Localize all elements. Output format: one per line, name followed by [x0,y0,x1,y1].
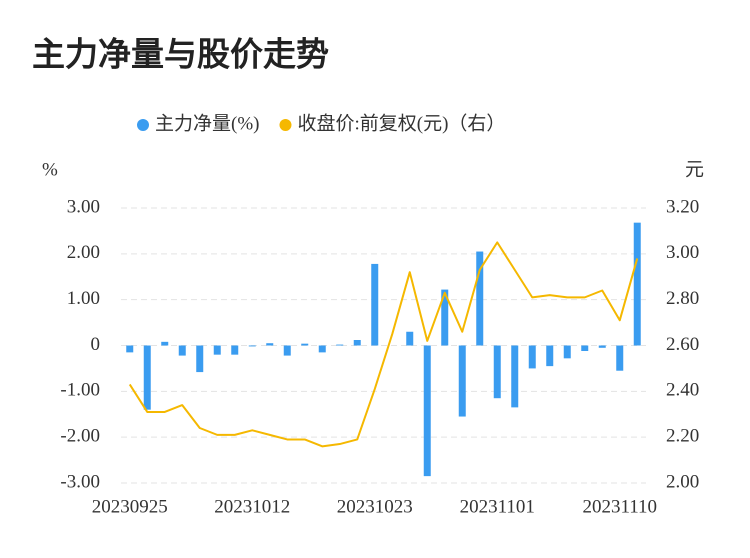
y2-unit: 元 [685,159,704,180]
bar [371,263,379,346]
bar [633,222,641,346]
y-unit: % [42,159,58,180]
bar [196,345,204,373]
bar [528,345,536,369]
chart-title: 主力净量与股价走势 [32,35,329,74]
bar [598,345,606,348]
bar [581,345,589,351]
bar [563,345,571,359]
bar [213,345,221,355]
bar [353,340,361,346]
legend-label: 主力净量(%) [155,112,259,134]
y2-tick-label: 3.00 [666,242,699,263]
bar [493,345,501,399]
legend-label: 收盘价:前复权(元)（右） [297,112,505,134]
y2-tick-label: 2.60 [666,334,699,355]
y-tick-label: -1.00 [60,380,100,401]
price-line [128,241,639,448]
bar [511,345,519,408]
x-tick-label: 20230925 [92,496,168,517]
y-tick-label: 0 [91,334,101,355]
legend-swatch [279,119,292,131]
bar [546,345,554,367]
y2-tick-label: 3.20 [666,196,699,217]
bar [476,251,484,346]
bar [458,345,466,417]
x-tick-label: 20231101 [460,496,535,517]
bar [126,345,134,353]
bar [248,345,256,347]
y-tick-label: -3.00 [60,471,100,492]
bar [616,345,624,371]
bar [231,345,239,355]
bar [318,345,326,353]
y2-tick-label: 2.00 [666,471,699,492]
y-tick-label: 1.00 [67,288,100,309]
x-tick-label: 20231110 [582,496,657,517]
bar [423,345,431,477]
legend-swatch [137,119,149,131]
bar [441,289,449,346]
y2-tick-label: 2.20 [666,426,699,447]
bar [283,345,291,356]
x-tick-label: 20231012 [214,496,290,517]
y-tick-label: 2.00 [67,242,100,263]
bar [406,331,414,346]
y2-tick-label: 2.80 [666,288,699,309]
bar [336,344,344,346]
bar [161,341,169,346]
x-tick-label: 20231023 [337,496,413,517]
y2-tick-label: 2.40 [666,380,699,401]
y-tick-label: 3.00 [67,196,100,217]
bar [301,343,309,346]
bar [266,343,274,346]
bar [178,345,186,356]
y-tick-label: -2.00 [60,426,100,447]
bar [143,345,151,410]
